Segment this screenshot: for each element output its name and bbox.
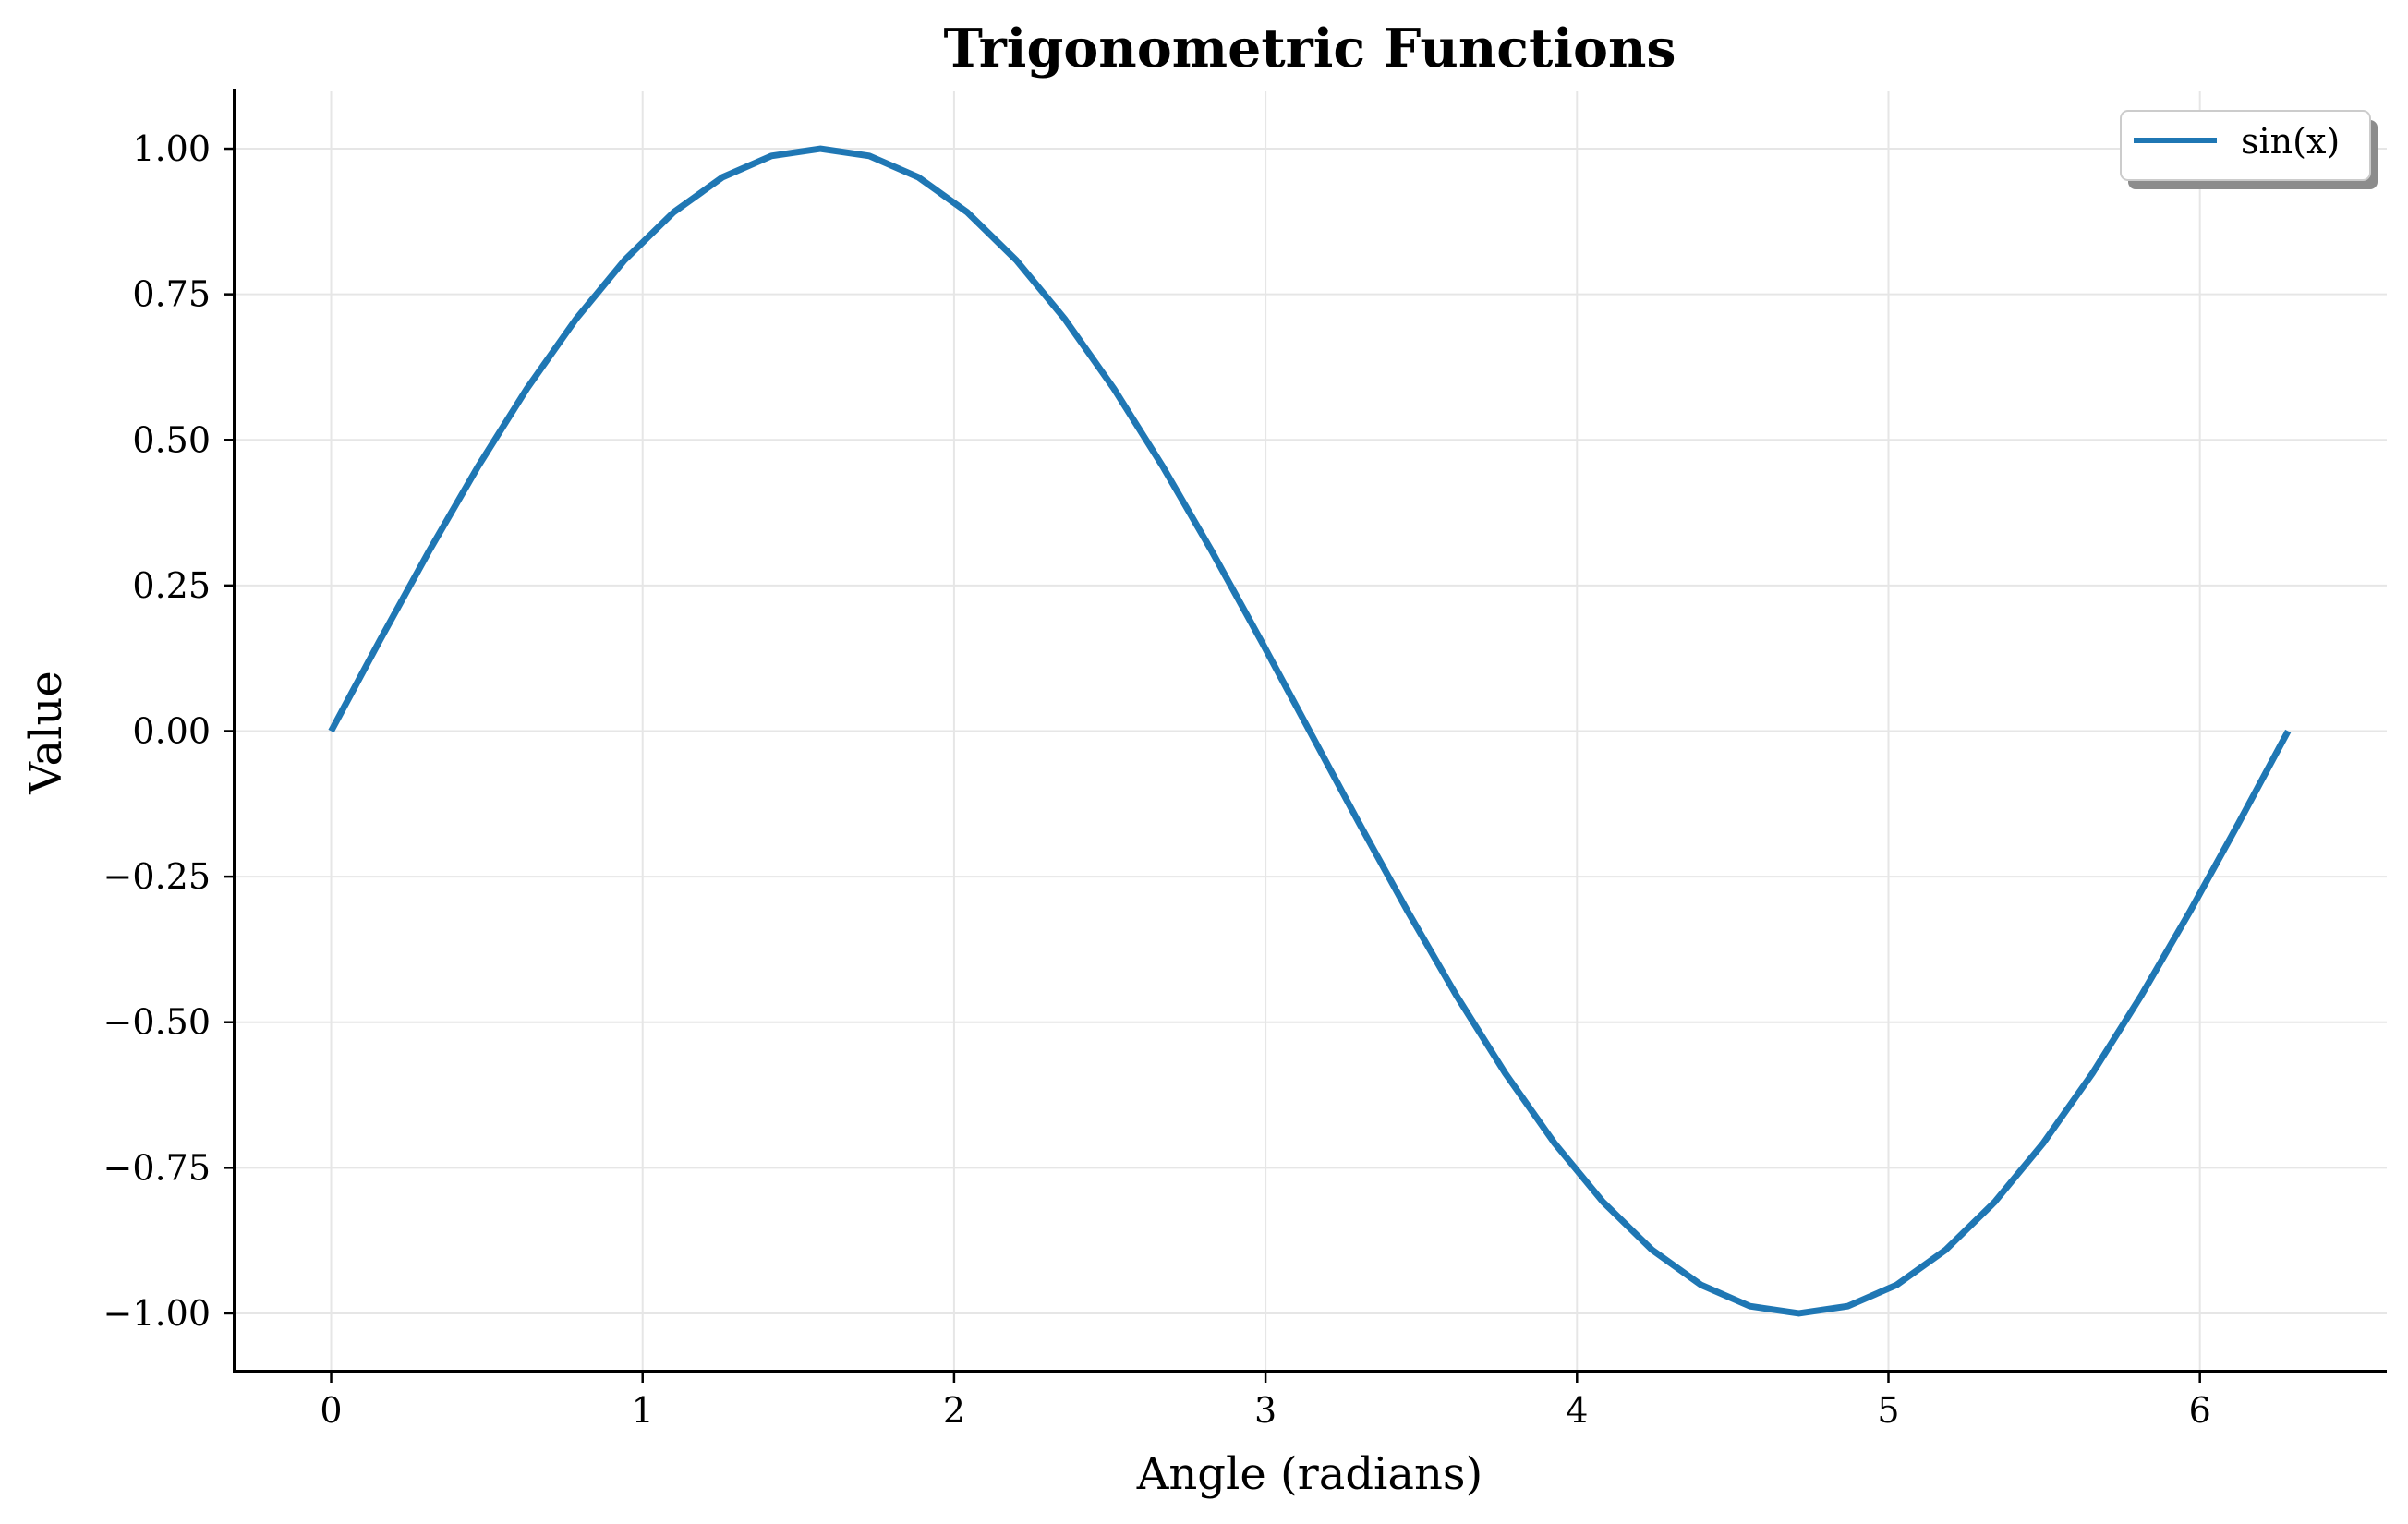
y-tick-label-2: 0.50 (132, 419, 211, 460)
x-tick-label-1: 1 (632, 1390, 654, 1431)
y-tick-label-8: −1.00 (103, 1293, 211, 1334)
chart-title: Trigonometric Functions (943, 18, 1676, 79)
x-tick-label-0: 0 (320, 1390, 342, 1431)
y-tick-label-6: −0.50 (103, 1002, 211, 1043)
grid (235, 91, 2387, 1372)
series-layer (328, 145, 2292, 1317)
y-tick-label-5: −0.25 (103, 856, 211, 897)
series-line-0 (328, 145, 2292, 1317)
y-tick-label-1: 0.75 (132, 274, 211, 315)
y-tick-label-3: 0.25 (132, 565, 211, 606)
x-axis-label: Angle (radians) (1136, 1448, 1483, 1500)
legend-frame (2120, 110, 2371, 181)
y-tick-label-4: 0.00 (132, 711, 211, 752)
x-tick-label-4: 4 (1566, 1390, 1588, 1431)
legend-label-sin: sin(x) (2241, 121, 2340, 162)
y-tick-label-0: 1.00 (132, 128, 211, 169)
x-tick-label-2: 2 (943, 1390, 965, 1431)
y-axis-label: Value (20, 671, 72, 795)
x-tick-label-5: 5 (1877, 1390, 1899, 1431)
ticks: 0 1 2 3 4 5 6 1.00 0.75 0.50 0.25 0.00 −0.25 −0.50 −0.… (103, 128, 2211, 1431)
y-tick-label-7: −0.75 (103, 1147, 211, 1188)
x-tick-label-6: 6 (2189, 1390, 2211, 1431)
x-tick-label-3: 3 (1254, 1390, 1277, 1431)
legend: sin(x) (2120, 110, 2378, 189)
